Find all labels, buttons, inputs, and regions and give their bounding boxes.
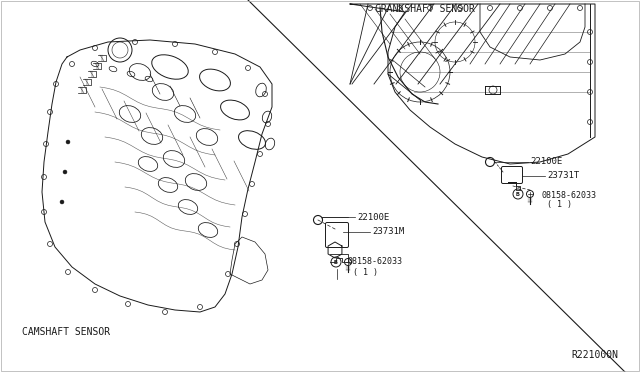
Text: ( 1 ): ( 1 ) xyxy=(547,201,572,209)
Circle shape xyxy=(66,140,70,144)
Text: 08158-62033: 08158-62033 xyxy=(542,190,597,199)
Text: B: B xyxy=(334,260,338,264)
Text: 23731M: 23731M xyxy=(372,228,404,237)
Text: 23731T: 23731T xyxy=(547,171,579,180)
Text: 22100E: 22100E xyxy=(357,212,389,221)
Text: CAMSHAFT SENSOR: CAMSHAFT SENSOR xyxy=(22,327,110,337)
Text: R221000N: R221000N xyxy=(571,350,618,360)
Circle shape xyxy=(63,170,67,174)
Circle shape xyxy=(60,200,64,204)
Text: 22100E: 22100E xyxy=(530,157,563,167)
Text: CRANKSHAFT SENSOR: CRANKSHAFT SENSOR xyxy=(375,4,475,14)
Text: 08158-62033: 08158-62033 xyxy=(348,257,403,266)
Text: B: B xyxy=(516,192,520,196)
Text: ( 1 ): ( 1 ) xyxy=(353,267,378,276)
